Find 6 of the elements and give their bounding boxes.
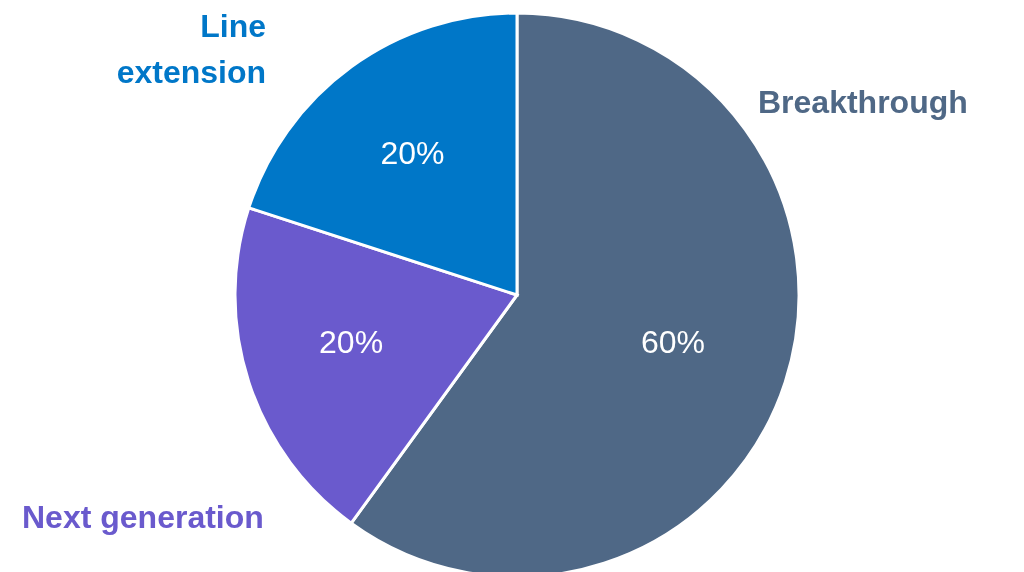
- data-label: 20%: [380, 135, 445, 172]
- slice-label: Breakthrough: [758, 84, 968, 120]
- slice-label: Line extension: [116, 8, 266, 90]
- slice-label: Next generation: [22, 499, 264, 535]
- data-label: 20%: [319, 324, 384, 361]
- data-label: 60%: [640, 324, 705, 361]
